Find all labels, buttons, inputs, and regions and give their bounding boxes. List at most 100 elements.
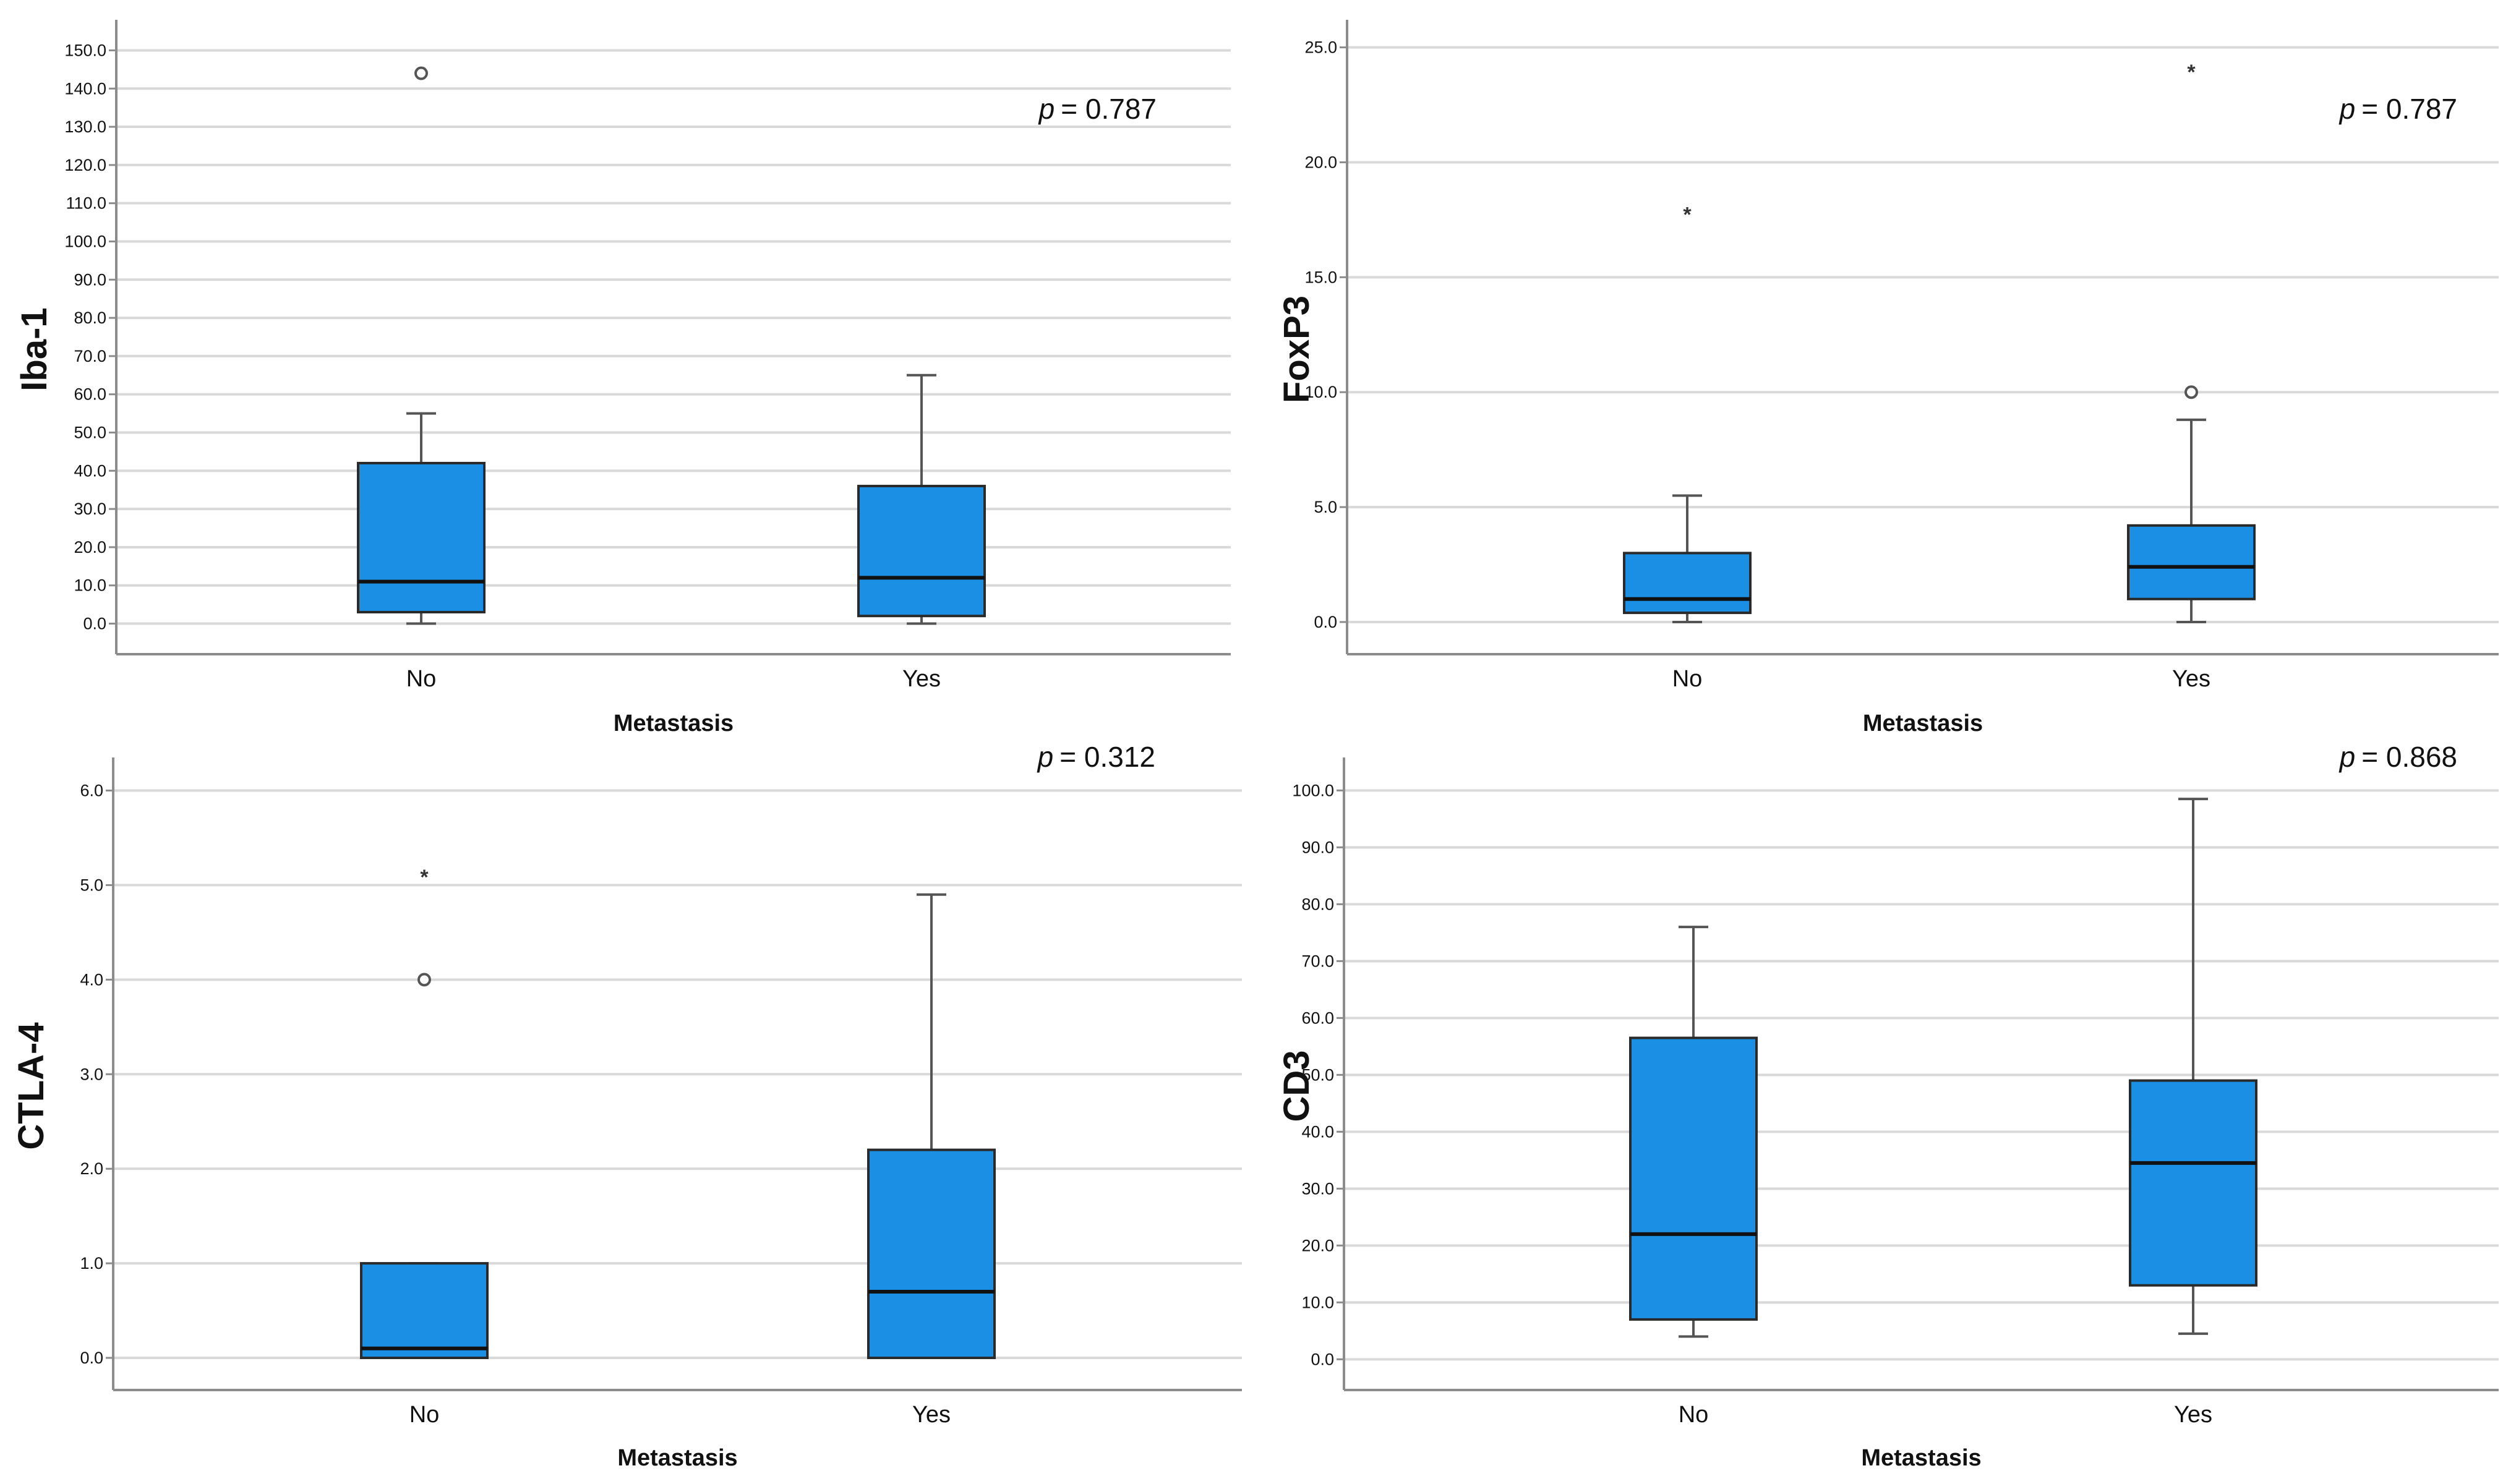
x-axis-label: Metastasis xyxy=(617,1445,737,1471)
y-tick-label: 100.0 xyxy=(64,232,106,250)
p-value: = 0.787 xyxy=(1061,93,1157,125)
panel-foxp3: 0.05.010.015.020.025.0 ** No Yes FoxP3 Me… xyxy=(1277,20,2499,736)
y-tick-label: 80.0 xyxy=(1301,895,1334,913)
x-tick-label: Yes xyxy=(2174,1402,2212,1428)
box-no: * xyxy=(360,866,489,1360)
box-no: * xyxy=(1623,203,1752,623)
y-tick-label: 0.0 xyxy=(80,1349,103,1367)
grid-lines xyxy=(109,49,1231,625)
axes xyxy=(112,757,1242,1391)
grid-lines xyxy=(1337,789,2499,1361)
y-tick-label: 80.0 xyxy=(74,309,106,327)
y-tick-label: 20.0 xyxy=(74,538,106,556)
axes xyxy=(1346,20,2499,655)
p-symbol: p xyxy=(2338,741,2356,773)
y-tick-label: 60.0 xyxy=(74,385,106,404)
y-tick-labels: 0.0 10.0 20.0 30.0 40.0 50.0 60.0 70.0 80.0 90.0 1… xyxy=(1292,781,1334,1368)
x-tick-labels: No Yes xyxy=(1672,666,2210,692)
y-tick-label: 10.0 xyxy=(1301,1293,1334,1311)
y-tick-label: 60.0 xyxy=(1301,1009,1334,1027)
y-tick-label: 0.0 xyxy=(1311,1350,1334,1368)
x-tick-label: No xyxy=(406,666,437,692)
axes xyxy=(1343,757,2499,1391)
panel-iba-1: 0.0 10.0 20.0 30.0 40.0 50.0 60.0 70.0 80.0 90.0 1… xyxy=(14,20,1231,736)
panel-ctla-4: 0.0 1.0 2.0 3.0 4.0 5.0 6.0 * No Yes CTLA-4 Met… xyxy=(11,741,1242,1471)
y-tick-label: 1.0 xyxy=(80,1254,103,1273)
p-value-annotation: p = 0.787 xyxy=(2338,93,2457,125)
x-tick-label: No xyxy=(409,1402,440,1428)
boxes: * xyxy=(360,866,996,1360)
x-tick-label: Yes xyxy=(2172,666,2210,692)
y-axis-label: CTLA-4 xyxy=(11,1022,51,1149)
y-tick-label: 70.0 xyxy=(74,347,106,365)
y-tick-labels: 0.0 10.0 20.0 30.0 40.0 50.0 60.0 70.0 80.0 90.0 1… xyxy=(64,41,106,633)
y-tick-label: 10.0 xyxy=(1304,383,1337,401)
y-tick-label: 40.0 xyxy=(74,461,106,480)
y-tick-label: 0.0 xyxy=(1314,613,1337,631)
axes xyxy=(115,20,1231,655)
y-tick-label: 130.0 xyxy=(64,117,106,136)
x-tick-label: Yes xyxy=(912,1402,951,1428)
x-axis-label: Metastasis xyxy=(1861,1445,1981,1471)
boxes: ** xyxy=(1623,61,2256,623)
y-tick-label: 2.0 xyxy=(80,1159,103,1178)
grid-lines xyxy=(106,789,1242,1360)
y-tick-label: 4.0 xyxy=(80,970,103,989)
box-no xyxy=(1629,926,1758,1338)
y-tick-label: 90.0 xyxy=(1301,838,1334,856)
boxes xyxy=(1629,798,2257,1338)
y-tick-label: 50.0 xyxy=(74,424,106,442)
grid-lines xyxy=(1340,46,2499,623)
y-tick-label: 30.0 xyxy=(1301,1179,1334,1198)
iqr-box xyxy=(1623,552,1752,615)
y-tick-label: 30.0 xyxy=(74,500,106,518)
x-tick-labels: No Yes xyxy=(409,1402,951,1428)
y-tick-label: 15.0 xyxy=(1304,268,1337,286)
box-no xyxy=(357,66,486,625)
y-tick-label: 5.0 xyxy=(1314,498,1337,516)
y-tick-label: 5.0 xyxy=(80,876,103,894)
y-tick-label: 3.0 xyxy=(80,1065,103,1083)
x-axis-label: Metastasis xyxy=(614,710,734,736)
box-yes: * xyxy=(2127,61,2256,623)
y-tick-label: 20.0 xyxy=(1301,1236,1334,1255)
x-tick-label: No xyxy=(1679,1402,1709,1428)
panel-cd3: 0.0 10.0 20.0 30.0 40.0 50.0 60.0 70.0 80.0 90.0 1… xyxy=(1277,741,2499,1471)
y-tick-label: 20.0 xyxy=(1304,153,1337,171)
p-symbol: p xyxy=(1038,93,1055,125)
y-tick-label: 6.0 xyxy=(80,782,103,800)
y-tick-label: 10.0 xyxy=(74,576,106,595)
y-tick-label: 50.0 xyxy=(1301,1065,1334,1084)
p-value-annotation: p = 0.868 xyxy=(2338,741,2457,773)
x-tick-labels: No Yes xyxy=(406,666,941,692)
box-yes xyxy=(2129,798,2257,1335)
y-tick-label: 70.0 xyxy=(1301,952,1334,970)
y-axis-label: Iba-1 xyxy=(14,307,54,391)
p-value-annotation: p = 0.787 xyxy=(1038,93,1157,125)
iqr-box xyxy=(867,1148,996,1360)
y-tick-label: 150.0 xyxy=(64,41,106,59)
iqr-box xyxy=(1629,1036,1758,1321)
boxes xyxy=(357,66,986,625)
y-tick-label: 25.0 xyxy=(1304,38,1337,57)
iqr-box xyxy=(360,1262,489,1360)
p-value: = 0.787 xyxy=(2361,93,2457,125)
outlier-circle xyxy=(2184,385,2198,399)
y-tick-label: 90.0 xyxy=(74,270,106,289)
y-tick-label: 110.0 xyxy=(66,194,106,213)
iqr-box xyxy=(357,461,486,614)
x-axis-label: Metastasis xyxy=(1863,710,1983,736)
iqr-box xyxy=(857,485,986,618)
y-tick-label: 120.0 xyxy=(64,156,106,174)
iqr-box xyxy=(2127,524,2256,600)
y-tick-label: 140.0 xyxy=(64,79,106,98)
p-value: = 0.868 xyxy=(2361,741,2457,773)
outlier-circle xyxy=(414,66,428,80)
y-axis-label: FoxP3 xyxy=(1277,296,1317,403)
box-yes xyxy=(867,893,996,1360)
y-axis-label: CD3 xyxy=(1277,1050,1317,1122)
x-tick-label: Yes xyxy=(902,666,941,692)
p-symbol: p xyxy=(2338,93,2356,125)
